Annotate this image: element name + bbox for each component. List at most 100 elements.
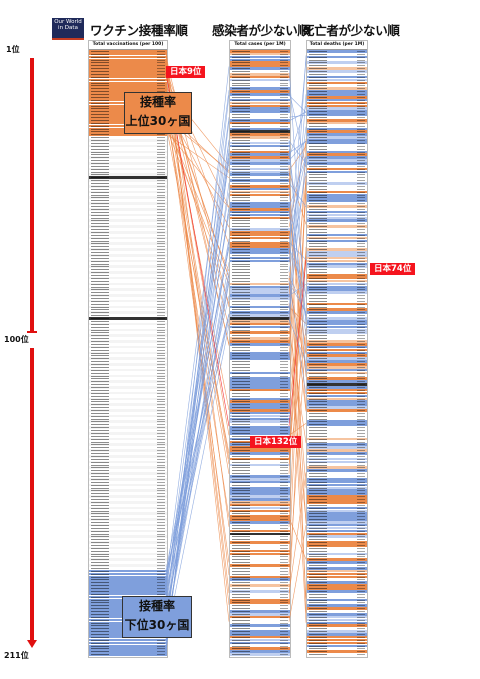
list-item [230, 305, 290, 309]
list-item [307, 406, 367, 409]
japan-cases-rank-tag: 日本132位 [250, 436, 302, 448]
list-item [89, 414, 167, 418]
list-item [230, 277, 290, 280]
list-item [89, 90, 167, 93]
list-item [230, 248, 290, 251]
list-item [89, 506, 167, 510]
list-item [307, 638, 367, 642]
list-item [307, 601, 367, 604]
list-item [307, 159, 367, 162]
list-item [230, 162, 290, 165]
list-item [307, 535, 367, 538]
cases-column[interactable]: Total cases (per 1M) [229, 40, 291, 658]
rank-link-line [165, 107, 230, 518]
list-item [230, 400, 290, 403]
list-item [230, 503, 290, 507]
list-item [230, 411, 290, 415]
list-item [230, 357, 290, 360]
list-item [89, 87, 167, 90]
list-item [89, 222, 167, 225]
list-item [230, 495, 290, 498]
list-item [307, 429, 367, 432]
list-item [307, 469, 367, 472]
vaccination-column[interactable]: Total vaccinations (per 100) [88, 40, 168, 658]
list-item [89, 535, 167, 538]
list-item [89, 263, 167, 266]
list-item [230, 610, 290, 613]
list-item [89, 225, 167, 228]
list-item [307, 575, 367, 579]
list-item [230, 303, 290, 306]
list-item [307, 532, 367, 536]
rank-link-line [288, 241, 307, 261]
list-item [307, 248, 367, 251]
list-item [89, 228, 167, 231]
list-item [89, 308, 167, 311]
list-item [89, 515, 167, 518]
list-item [89, 395, 167, 398]
list-item [89, 418, 167, 421]
list-item [89, 489, 167, 492]
list-item [230, 607, 290, 610]
list-item [307, 271, 367, 274]
list-item [230, 615, 290, 619]
list-item [230, 196, 290, 199]
list-item [230, 463, 290, 467]
list-item [230, 207, 290, 211]
list-item [89, 495, 167, 498]
list-item [307, 61, 367, 65]
list-item [89, 271, 167, 274]
list-item [89, 372, 167, 375]
list-item [307, 170, 367, 174]
deaths-column[interactable]: Total deaths (per 1M) [306, 40, 368, 658]
list-item [230, 125, 290, 128]
rank-link-line [288, 94, 307, 326]
list-item [307, 512, 367, 515]
list-item [307, 388, 367, 392]
rank-link-line [288, 140, 307, 164]
list-item [307, 435, 367, 438]
list-item [89, 280, 167, 283]
list-item [230, 98, 290, 102]
list-item [230, 638, 290, 642]
list-item [89, 581, 167, 584]
list-item [307, 182, 367, 185]
list-item [307, 337, 367, 340]
list-item [230, 52, 290, 56]
list-item [230, 325, 290, 329]
list-item [307, 460, 367, 464]
list-item [230, 403, 290, 406]
rank-link-line [288, 105, 307, 159]
list-item [89, 297, 167, 300]
list-item [230, 475, 290, 478]
list-item [230, 346, 290, 349]
list-item [230, 555, 290, 558]
list-item [307, 113, 367, 116]
list-item [307, 397, 367, 401]
list-item [230, 245, 290, 248]
list-item [307, 265, 367, 268]
list-item [307, 624, 367, 627]
list-item [89, 75, 167, 79]
list-item [89, 259, 167, 263]
list-item [307, 538, 367, 541]
list-item [230, 329, 290, 332]
list-item [230, 484, 290, 487]
list-item [307, 306, 367, 309]
list-item [307, 78, 367, 82]
list-item [230, 118, 290, 122]
list-item [307, 420, 367, 424]
list-item [230, 354, 290, 358]
list-item [89, 380, 167, 383]
list-item [89, 70, 167, 73]
list-item [307, 188, 367, 191]
list-item [307, 610, 367, 613]
list-item [230, 184, 290, 188]
list-item [230, 461, 290, 464]
list-item [307, 328, 367, 332]
list-item [89, 156, 167, 159]
list-item [230, 492, 290, 495]
list-item [230, 113, 290, 116]
rank-link-line [288, 138, 307, 475]
list-item [230, 575, 290, 579]
